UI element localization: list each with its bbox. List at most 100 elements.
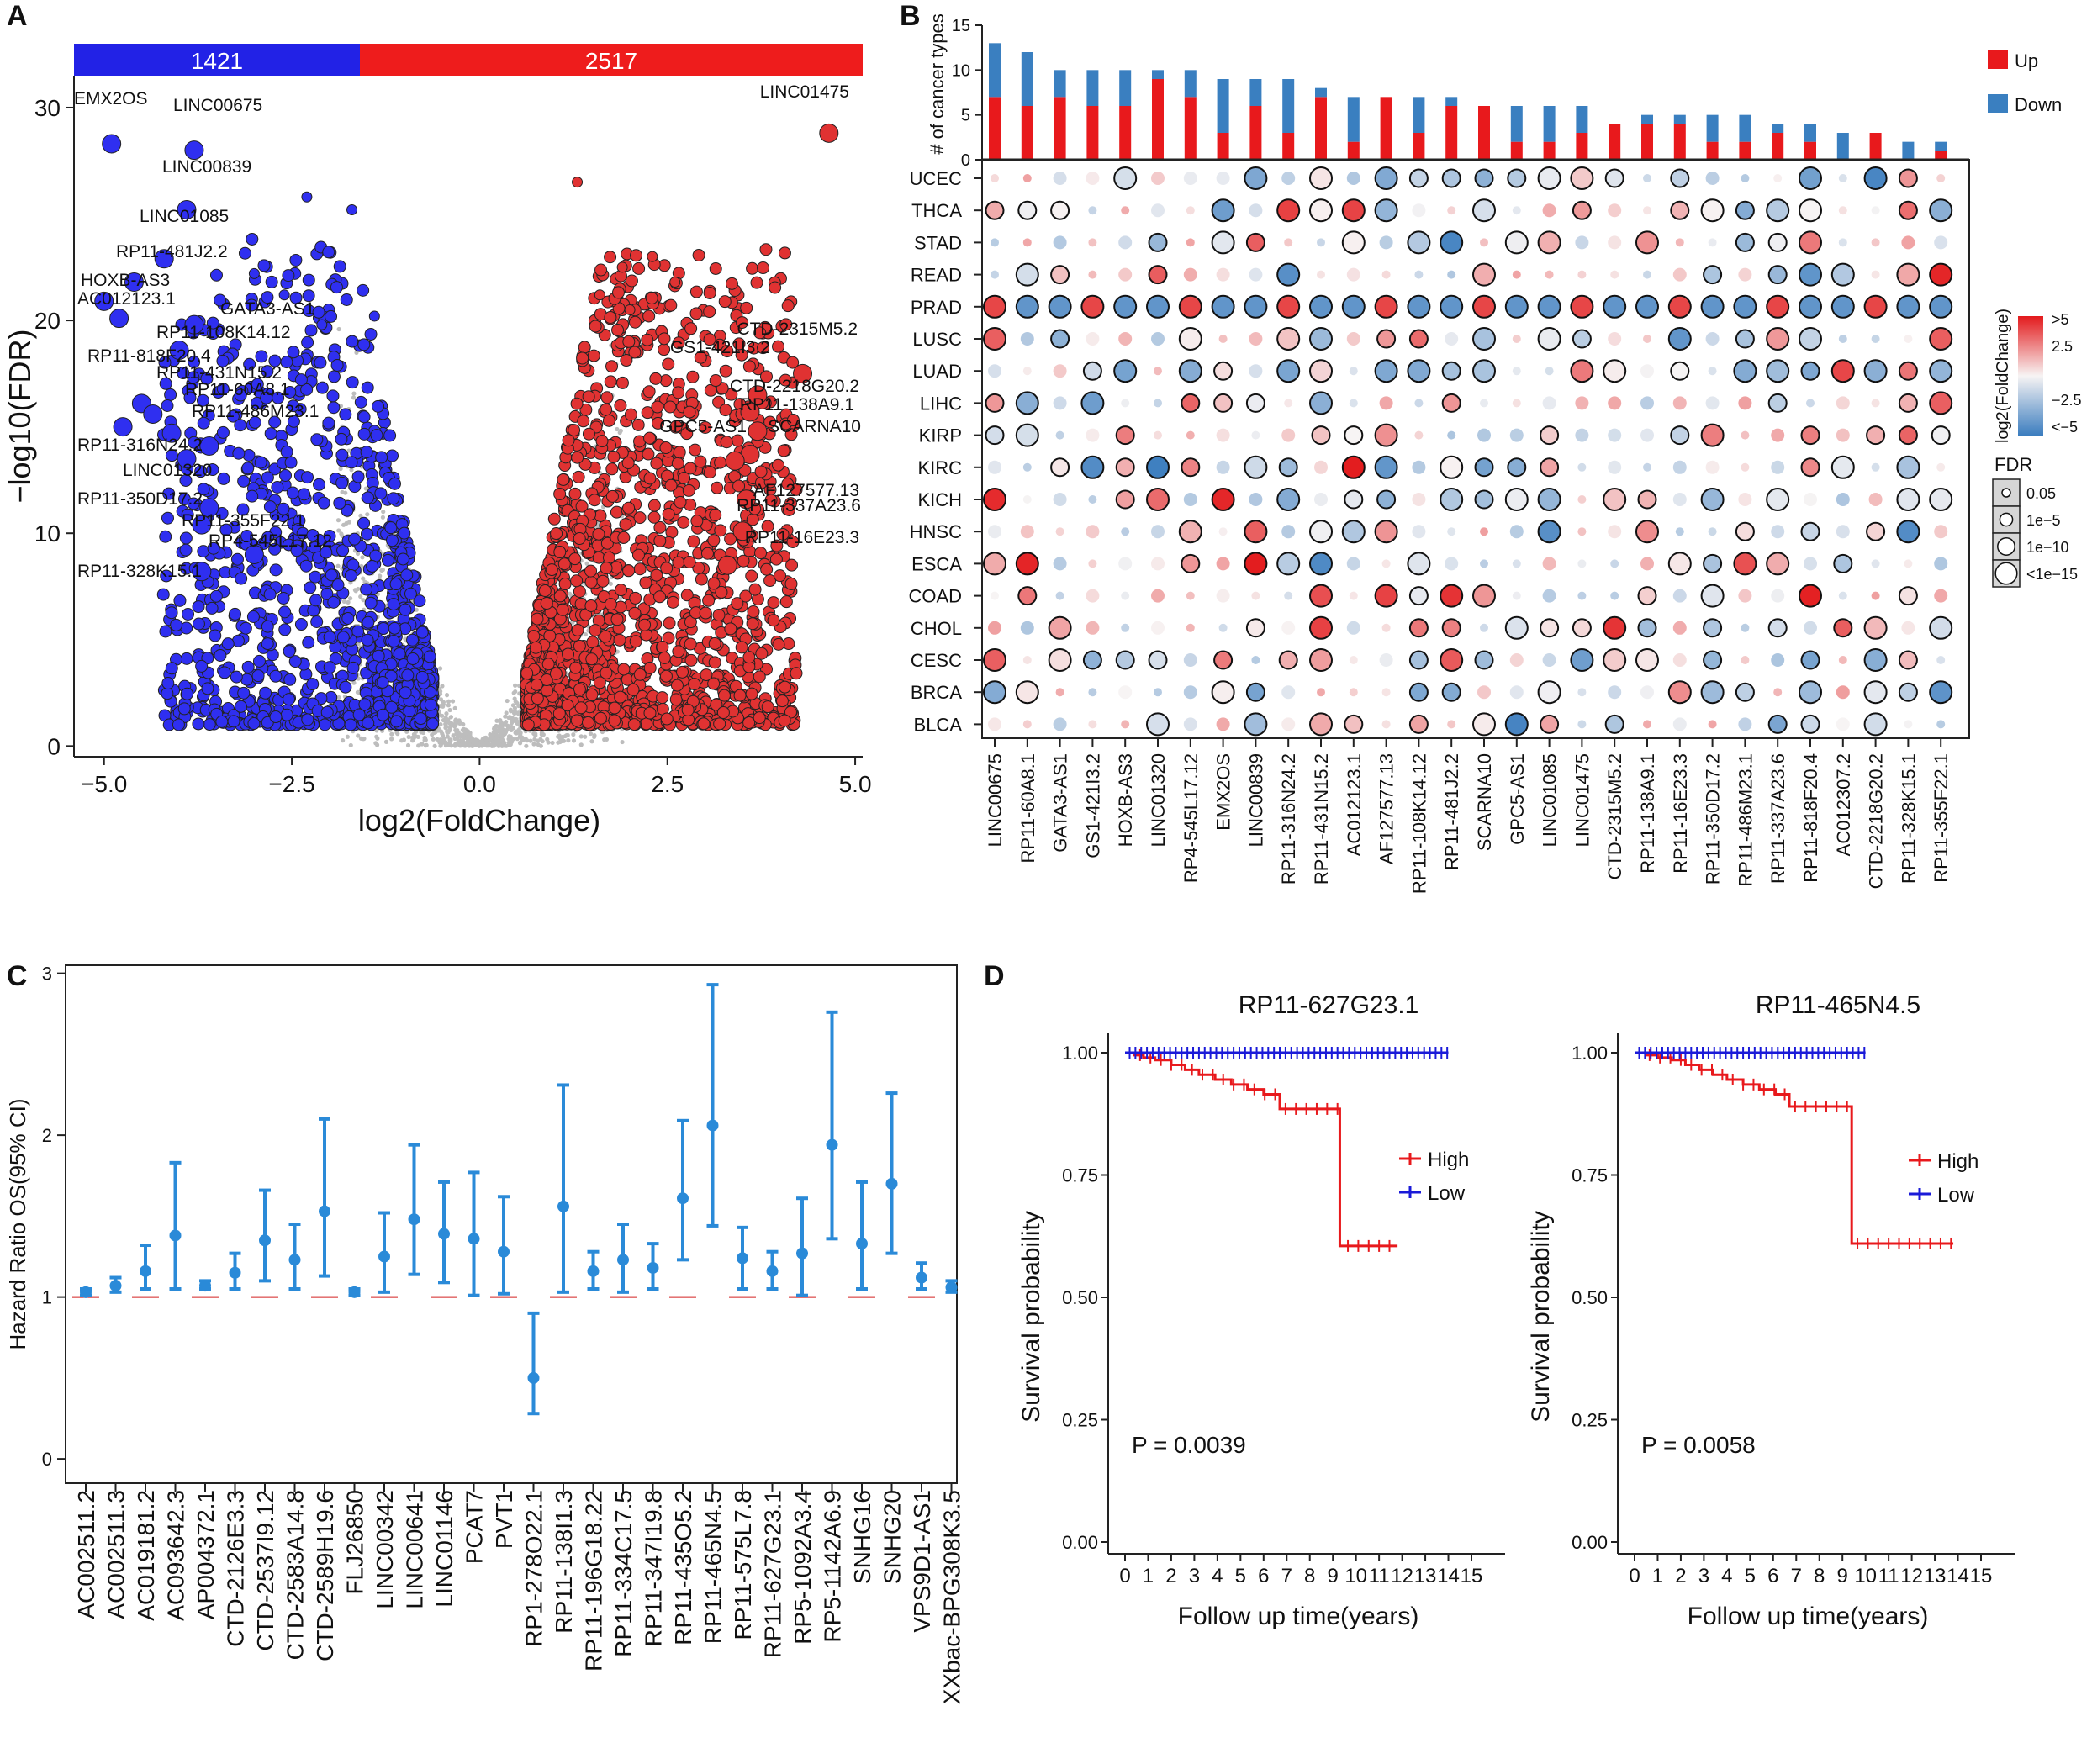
dot-cell — [1771, 525, 1785, 539]
dot-cell — [1771, 460, 1785, 474]
dot-cell — [1934, 235, 1948, 250]
up-point — [611, 286, 625, 299]
down-point — [237, 686, 251, 700]
down-point — [375, 451, 388, 464]
ns-point — [351, 680, 357, 685]
dot-cell — [988, 525, 1001, 539]
dot-cell — [1379, 235, 1393, 250]
up-point — [708, 656, 721, 669]
up-point — [605, 360, 619, 373]
up-point — [584, 599, 598, 612]
up-point — [717, 689, 731, 702]
up-point — [662, 507, 675, 520]
up-point — [660, 712, 674, 726]
down-point — [351, 470, 365, 483]
dot-cell — [1830, 294, 1855, 319]
bar-up — [1413, 133, 1425, 160]
dot-cell — [1154, 399, 1162, 408]
up-point — [530, 678, 543, 691]
color-tick-gt5: >5 — [2052, 311, 2069, 328]
dot-cell — [1151, 557, 1165, 571]
up-point — [703, 466, 716, 479]
dot-cell — [1640, 364, 1654, 378]
ns-point — [424, 742, 429, 747]
dot-cell — [1929, 198, 1953, 223]
dot-cell — [1118, 235, 1133, 250]
bar-down — [1184, 70, 1197, 98]
up-point — [689, 285, 703, 298]
down-point — [232, 446, 246, 460]
dot-cell — [1055, 430, 1064, 440]
hazard-ratio-points — [80, 983, 958, 1416]
bar-up — [1641, 124, 1653, 160]
down-point — [248, 267, 260, 279]
lncrna-label: AF127577.13 — [1376, 753, 1397, 864]
dot-cell — [1118, 267, 1133, 282]
legend-down-label: Down — [2015, 94, 2062, 115]
dot-cell — [1904, 335, 1913, 343]
dot-cell — [1249, 332, 1263, 346]
ns-point — [592, 733, 597, 738]
down-point — [195, 659, 209, 673]
dot-cell — [1738, 717, 1752, 731]
dot-cell — [1830, 359, 1855, 383]
ns-point — [346, 599, 351, 605]
dot-cell — [1738, 589, 1752, 603]
ns-point — [346, 520, 351, 525]
bar-down — [1315, 87, 1327, 98]
down-point — [156, 588, 170, 601]
dot-cell — [1804, 621, 1817, 635]
down-point — [344, 568, 357, 582]
ns-point — [419, 730, 424, 735]
bar-up — [1054, 97, 1066, 160]
dot-cell — [1080, 391, 1105, 415]
dot-cell — [1441, 361, 1461, 381]
labeled-point — [717, 555, 737, 575]
down-point — [339, 680, 352, 694]
dot-cell — [1183, 267, 1197, 282]
down-point — [346, 558, 360, 572]
up-point — [573, 532, 586, 546]
dot-cell — [1349, 688, 1358, 697]
down-point — [322, 246, 335, 259]
dot-cell — [1700, 423, 1725, 447]
ns-point — [615, 426, 620, 432]
point-label: RP4-545L17.12 — [209, 531, 332, 551]
bar-up — [1478, 106, 1490, 160]
dot-cell — [1346, 557, 1360, 571]
dot-cell — [1901, 621, 1915, 635]
up-point — [673, 446, 686, 459]
dot-cell — [1741, 174, 1750, 182]
dot-cell — [1766, 327, 1790, 351]
dot-cell — [1703, 650, 1723, 670]
down-point — [302, 273, 315, 287]
dot-cell — [1608, 332, 1622, 346]
dot-cell — [1672, 621, 1687, 635]
up-point — [600, 391, 614, 404]
dot-cell — [1700, 680, 1725, 705]
ns-point — [511, 690, 516, 695]
bar-down — [1347, 97, 1360, 142]
down-point — [360, 583, 373, 596]
dot-cell — [1341, 230, 1366, 255]
dot-cell — [1249, 493, 1263, 506]
down-point — [315, 381, 329, 394]
up-point — [571, 451, 584, 464]
dot-cell — [1211, 488, 1235, 511]
dot-cell — [1278, 650, 1298, 670]
dot-cell — [1767, 714, 1788, 734]
dot-cell — [1183, 172, 1197, 185]
dot-cell — [1088, 559, 1097, 568]
dot-cell — [1474, 457, 1494, 478]
down-point — [209, 629, 222, 642]
cancer-type-label: CESC — [911, 650, 962, 671]
ns-point — [532, 737, 537, 742]
panel-letter-a: A — [7, 0, 28, 32]
size-legend-dot — [2001, 488, 2011, 498]
dot-cell — [1015, 423, 1039, 447]
ns-point — [506, 715, 511, 721]
ns-point — [445, 734, 450, 739]
dot-cell — [1836, 717, 1850, 731]
bar-y-tick-label: 10 — [952, 61, 970, 80]
